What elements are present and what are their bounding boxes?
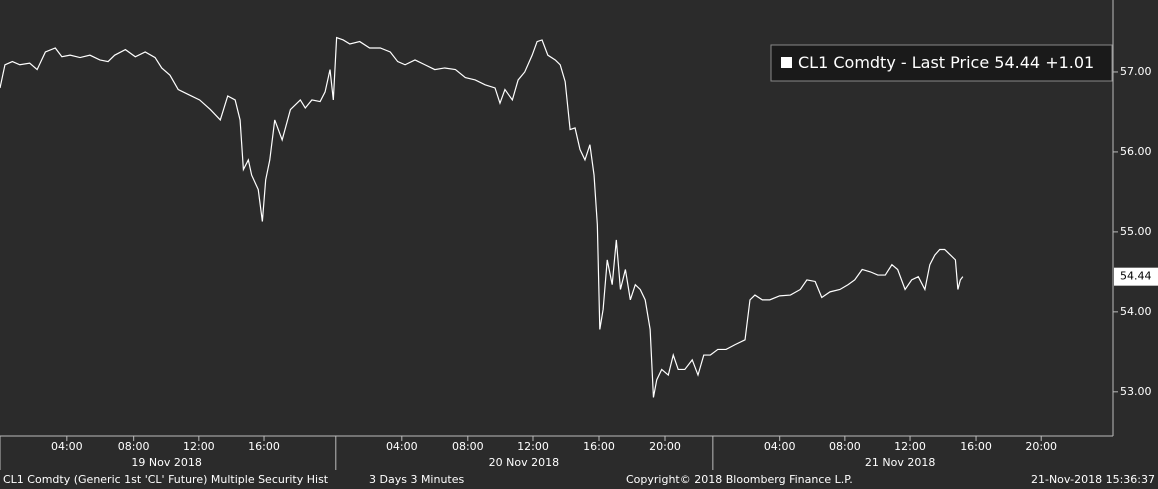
legend-label: CL1 Comdty - Last Price 54.44 +1.01 — [798, 53, 1094, 72]
legend-box — [770, 44, 1113, 82]
footer-security: CL1 Comdty (Generic 1st 'CL' Future) Mul… — [3, 473, 329, 486]
x-tick-label: 20:00 — [1025, 440, 1057, 453]
x-tick-label: 12:00 — [517, 440, 549, 453]
x-tick-label: 04:00 — [386, 440, 418, 453]
x-tick-label: 04:00 — [764, 440, 796, 453]
y-tick-label: 56.00 — [1120, 145, 1152, 158]
x-tick-label: 12:00 — [183, 440, 215, 453]
legend-name: CL1 Comdty - Last Price — [798, 53, 989, 72]
x-tick-label: 16:00 — [248, 440, 280, 453]
x-tick-label: 08:00 — [118, 440, 150, 453]
y-tick-label: 53.00 — [1120, 385, 1152, 398]
day-label: 20 Nov 2018 — [489, 456, 559, 469]
legend-change: +1.01 — [1045, 53, 1094, 72]
y-tick-label: 54.00 — [1120, 305, 1152, 318]
x-tick-label: 16:00 — [583, 440, 615, 453]
x-tick-label: 16:00 — [960, 440, 992, 453]
x-tick-label: 20:00 — [649, 440, 681, 453]
legend-swatch — [781, 57, 792, 68]
y-tick-label: 55.00 — [1120, 225, 1152, 238]
legend-last: 54.44 — [994, 53, 1040, 72]
day-label: 21 Nov 2018 — [865, 456, 935, 469]
x-tick-label: 12:00 — [894, 440, 926, 453]
x-tick-label: 08:00 — [452, 440, 484, 453]
x-tick-label: 08:00 — [829, 440, 861, 453]
footer-timestamp: 21-Nov-2018 15:36:37 — [1031, 473, 1155, 486]
footer-period: 3 Days 3 Minutes — [369, 473, 465, 486]
footer-copyright: Copyright© 2018 Bloomberg Finance L.P. — [626, 473, 853, 486]
y-tick-label: 57.00 — [1120, 65, 1152, 78]
day-label: 19 Nov 2018 — [131, 456, 201, 469]
last-price-tag — [1114, 267, 1158, 286]
price-line — [0, 36, 964, 398]
last-price-label: 54.44 — [1120, 270, 1152, 283]
x-tick-label: 04:00 — [51, 440, 83, 453]
